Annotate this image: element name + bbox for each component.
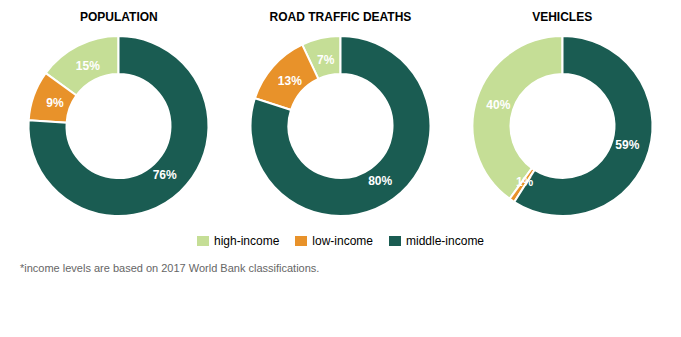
svg-text:76%: 76% [153, 168, 177, 182]
svg-text:7%: 7% [317, 53, 335, 67]
html-text:*income levels are based on 20: *income levels are based on 2017 World B… [20, 262, 320, 274]
svg-text:59%: 59% [615, 138, 639, 152]
svg-text:13%: 13% [278, 74, 302, 88]
html-text:POPULATION: POPULATION [79, 10, 158, 24]
svg-text:1%: 1% [516, 175, 534, 189]
svg-text:80%: 80% [368, 174, 392, 188]
svg-text:40%: 40% [486, 98, 510, 112]
html-text:middle-income: middle-income [406, 234, 484, 248]
html-text:ROAD TRAFFIC DEATHS: ROAD TRAFFIC DEATHS [269, 10, 412, 24]
html-text:low-income: low-income [312, 234, 373, 248]
html-text:VEHICLES: VEHICLES [532, 10, 593, 24]
html-text:high-income: high-income [214, 234, 280, 248]
svg-text:15%: 15% [76, 59, 100, 73]
svg-text:9%: 9% [47, 96, 65, 110]
